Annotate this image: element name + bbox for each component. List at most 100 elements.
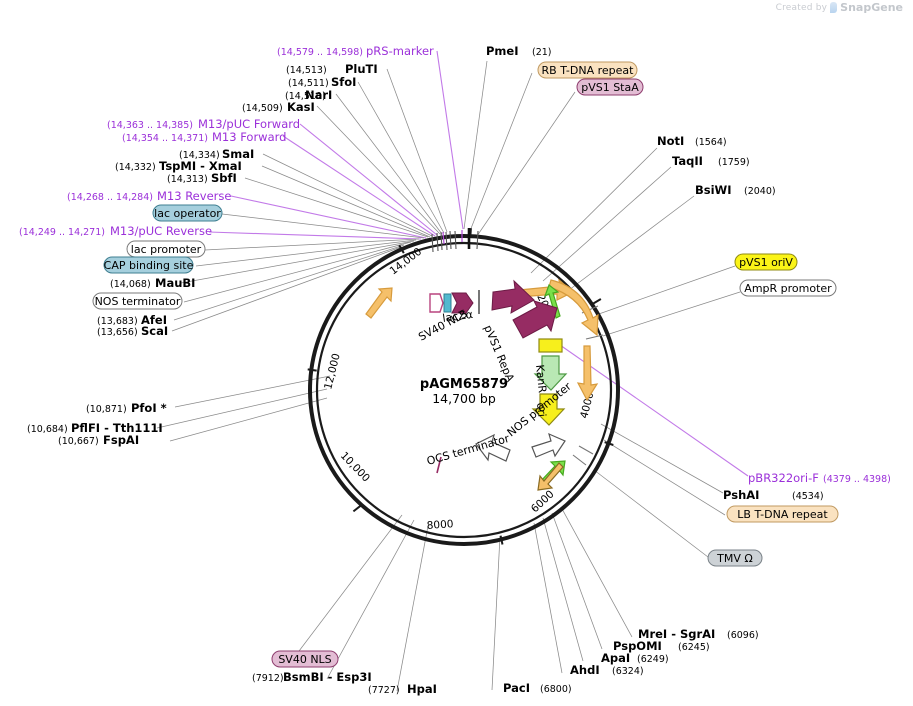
plasmid-center-text: pAGM65879 14,700 bp xyxy=(420,377,508,406)
label-name-pspOMI[interactable]: PspOMI xyxy=(613,639,662,653)
label-pos-pmeI: (21) xyxy=(532,47,552,58)
label-pos-bsiWI: (2040) xyxy=(744,186,776,197)
leader-lines-left-lower xyxy=(156,375,331,442)
label-name-pshAI[interactable]: PshAI xyxy=(723,488,759,502)
label-name-ahdI[interactable]: AhdI xyxy=(570,663,600,677)
label-pos-hpaI: (7727) xyxy=(368,685,400,696)
label-pos-maubI: (14,068) xyxy=(110,279,151,290)
badge-nos-terminator[interactable]: NOS terminator xyxy=(92,292,183,310)
label-pos-afeI: (13,683) xyxy=(97,316,138,327)
label-pos-sfoI: (14,511) xyxy=(288,78,329,89)
arrow-nos-promoter xyxy=(531,432,566,458)
label-pos-m13-puc-forward: (14,363 .. 14,385) xyxy=(107,120,193,131)
feature-sv40-nls-box xyxy=(429,293,444,313)
label-pos-fspAI: (10,667) xyxy=(58,436,99,447)
label-name-m13-reverse[interactable]: M13 Reverse xyxy=(157,189,231,203)
label-name-narI[interactable]: NarI xyxy=(305,88,332,102)
leader-lines-right-upper xyxy=(463,60,695,297)
leader-lines-bottom xyxy=(295,506,633,692)
inner-label-ori: ori xyxy=(534,402,548,418)
label-name-m13-puc-reverse[interactable]: M13/pUC Reverse xyxy=(110,224,212,238)
feature-cyan-box xyxy=(443,293,452,313)
badge-ampr-promoter[interactable]: AmpR promoter xyxy=(739,279,837,297)
inner-label-lacz-alpha: lacZα xyxy=(442,308,474,325)
label-pos-taqII: (1759) xyxy=(718,157,750,168)
backbone-tick-marks xyxy=(307,228,614,545)
inner-label-kanr: KanR xyxy=(533,364,549,394)
label-name-apaI[interactable]: ApaI xyxy=(601,651,630,665)
label-name-pbr322ori-f[interactable]: pBR322ori-F xyxy=(748,471,819,485)
arrow-pvs1-repa-1 xyxy=(491,279,535,314)
tick-label-12000: 12,000 xyxy=(322,352,343,391)
labels-bottom-group: MreI - SgrAI (6096) PspOMI (6245) ApaI (… xyxy=(252,627,759,696)
labels-right-group: PmeI (21) NotI (1564) TaqII (1759) BsiWI… xyxy=(486,44,891,502)
feature-kanr-cap xyxy=(538,338,563,353)
label-name-bsiWI[interactable]: BsiWI xyxy=(695,183,732,197)
arrow-orange-bottom xyxy=(537,462,564,491)
badge-pvs1-oriv[interactable]: pVS1 oriV xyxy=(734,253,798,271)
label-pos-scaI: (13,656) xyxy=(97,327,138,338)
label-name-mreI-sgrAI[interactable]: MreI - SgrAI xyxy=(638,627,715,641)
label-pos-pacI: (6800) xyxy=(540,684,572,695)
label-pos-pshAI: (4534) xyxy=(792,491,824,502)
label-pos-pfoI: (10,871) xyxy=(86,404,127,415)
label-name-pfoI[interactable]: PfoI * xyxy=(131,401,167,415)
badge-pvs1-oriv-label: pVS1 oriV xyxy=(739,256,793,269)
label-name-plutI[interactable]: PluTI xyxy=(345,62,378,76)
arrow-orange-right xyxy=(576,345,599,402)
label-name-pacI[interactable]: PacI xyxy=(503,681,530,695)
arrow-pvs1-repa-2 xyxy=(512,300,558,339)
label-name-hpaI[interactable]: HpaI xyxy=(407,682,437,696)
label-name-tspmI-xmaI[interactable]: TspMI - XmaI xyxy=(159,159,242,173)
badge-lb-tdna-repeat-label: LB T-DNA repeat xyxy=(737,508,828,521)
label-pos-mreI-sgrAI: (6096) xyxy=(727,630,759,641)
label-pos-pspOMI: (6245) xyxy=(678,642,710,653)
badge-rb-tdna-repeat[interactable]: RB T-DNA repeat xyxy=(537,61,638,79)
label-pos-smaI: (14,334) xyxy=(179,150,220,161)
label-name-m13-puc-forward[interactable]: M13/pUC Forward xyxy=(198,117,300,131)
badge-lac-operator[interactable]: lac operator xyxy=(152,204,223,222)
labels-upper-left-group: (14,579 .. 14,598) pRS-marker (14,513) P… xyxy=(19,44,434,447)
label-name-smaI[interactable]: SmaI xyxy=(222,147,254,161)
label-name-kasI[interactable]: KasI xyxy=(287,100,315,114)
badge-tmv-omega[interactable]: TMV Ω xyxy=(707,549,763,567)
tick-label-10000: 10,000 xyxy=(338,450,372,485)
label-name-afeI[interactable]: AfeI xyxy=(141,313,167,327)
arrow-orange-left xyxy=(365,287,393,319)
badge-lac-operator-label: lac operator xyxy=(154,207,221,220)
label-name-sfoI[interactable]: SfoI xyxy=(331,75,356,89)
badge-cap-binding-site-label: CAP binding site xyxy=(104,259,194,272)
label-pos-tspmI-xmaI: (14,332) xyxy=(115,162,156,173)
badge-pvs1-staa[interactable]: pVS1 StaA xyxy=(576,78,644,96)
label-pos-prs-marker: (14,579 .. 14,598) xyxy=(277,47,363,58)
arrow-orange-upper-right xyxy=(548,279,599,337)
label-pos-narI: (14,510) xyxy=(285,91,326,102)
label-name-bsmbI-esp3I[interactable]: BsmBI - Esp3I xyxy=(283,670,372,684)
label-name-scaI[interactable]: ScaI xyxy=(141,324,168,338)
label-name-fspAI[interactable]: FspAI xyxy=(103,433,139,447)
label-name-prs-marker[interactable]: pRS-marker xyxy=(366,44,434,58)
label-pos-kasI: (14,509) xyxy=(242,103,283,114)
label-name-taqII[interactable]: TaqII xyxy=(672,154,703,168)
badge-cap-binding-site[interactable]: CAP binding site xyxy=(103,256,194,274)
label-name-m13-forward[interactable]: M13 Forward xyxy=(212,130,286,144)
badge-lac-promoter[interactable]: lac promoter xyxy=(126,240,206,258)
badge-tmv-omega-label: TMV Ω xyxy=(716,552,753,565)
snapgene-logo-icon xyxy=(830,2,838,13)
badge-ampr-promoter-label: AmpR promoter xyxy=(744,282,832,295)
label-pos-pbr322ori-f: (4379 .. 4398) xyxy=(823,474,891,485)
badge-lb-tdna-repeat[interactable]: LB T-DNA repeat xyxy=(726,505,839,523)
badge-nos-terminator-label: NOS terminator xyxy=(95,295,181,308)
label-name-maubI[interactable]: MauBI xyxy=(155,276,195,290)
leader-lines-upper-left xyxy=(171,50,464,332)
label-pos-sbfI: (14,313) xyxy=(167,174,208,185)
label-name-pflfI-tth111I[interactable]: PflFI - Tth111I xyxy=(71,421,163,435)
label-name-sbfI[interactable]: SbfI xyxy=(211,171,237,185)
badge-pvs1-staa-label: pVS1 StaA xyxy=(581,81,639,94)
label-name-notI[interactable]: NotI xyxy=(657,134,684,148)
label-name-pmeI[interactable]: PmeI xyxy=(486,44,519,58)
plasmid-backbone xyxy=(308,234,620,546)
label-pos-plutI: (14,513) xyxy=(286,65,327,76)
badge-sv40-nls[interactable]: SV40 NLS xyxy=(271,650,339,668)
inner-label-pvs1-repa: pVS1 RepA xyxy=(481,323,517,384)
